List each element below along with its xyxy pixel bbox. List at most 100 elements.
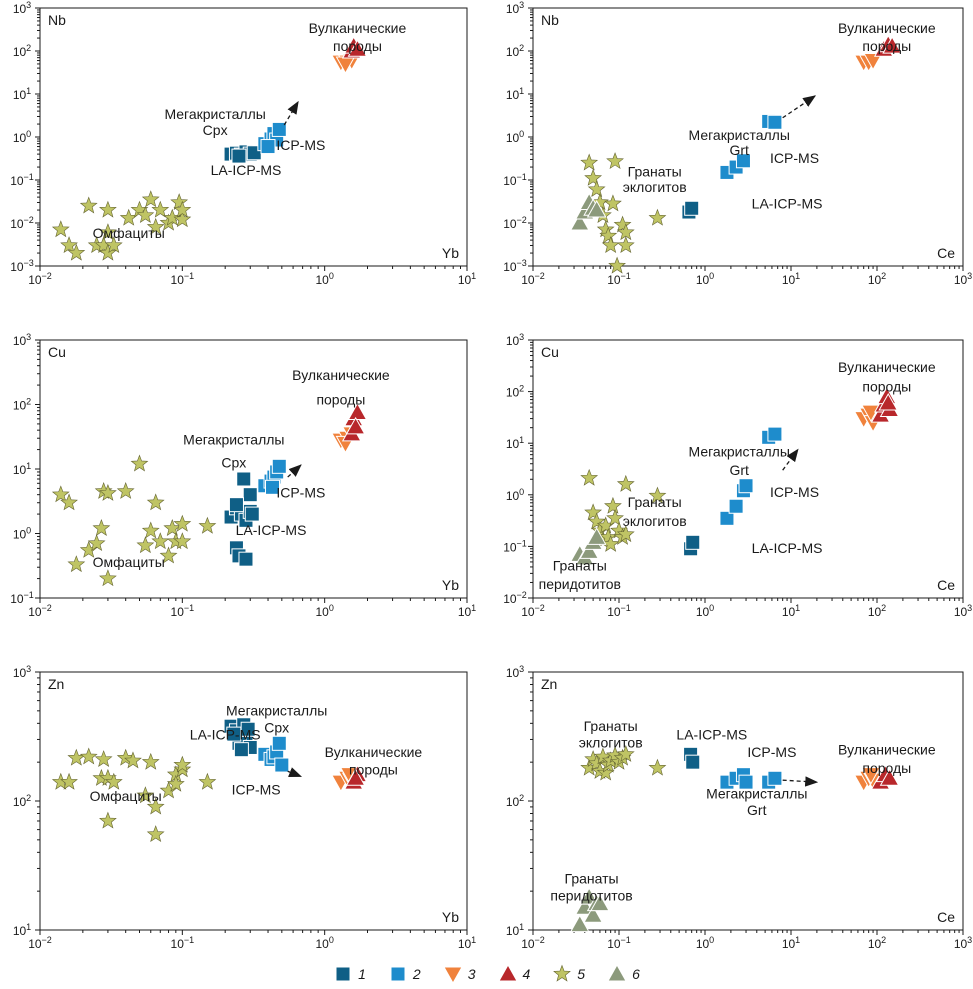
y-tick-label: 101 bbox=[13, 922, 31, 938]
data-point-group-5 bbox=[166, 774, 185, 792]
x-tick-label: 101 bbox=[782, 603, 800, 619]
annotation-label: Grt bbox=[747, 802, 767, 818]
data-point-group-1 bbox=[684, 200, 700, 216]
y-tick-label: 100 bbox=[13, 129, 31, 145]
annotation-label: Вулканические bbox=[838, 741, 936, 757]
legend-label: 3 bbox=[467, 966, 476, 982]
trend-arrow bbox=[287, 767, 303, 778]
annotation-label: Cpx bbox=[221, 455, 246, 471]
legend-marker-3 bbox=[442, 966, 463, 984]
data-point-group-1 bbox=[242, 487, 258, 503]
data-point-group-5 bbox=[51, 220, 70, 238]
data-point-group-5 bbox=[67, 555, 86, 573]
annotation-label: породы bbox=[333, 38, 382, 54]
data-point-group-5 bbox=[616, 744, 635, 762]
data-point-group-1 bbox=[228, 497, 244, 513]
data-point-group-5 bbox=[599, 226, 618, 244]
data-point-group-5 bbox=[198, 772, 217, 790]
annotation-label: Мегакристаллы bbox=[226, 703, 327, 719]
annotation-label: LA-ICP-MS bbox=[676, 726, 747, 742]
panel-nb-ce: 10−2 10−1 100 101 102 10310−310−210−110010110… bbox=[503, 0, 972, 287]
legend: 1 2 3 4 5 6 bbox=[0, 962, 973, 986]
x-tick-label: 10−1 bbox=[171, 271, 195, 287]
axis-variable-label: Yb bbox=[442, 909, 459, 925]
trend-arrow bbox=[782, 95, 817, 119]
data-point-group-5 bbox=[616, 236, 635, 254]
x-tick-label: 100 bbox=[696, 271, 714, 287]
data-point-group-6 bbox=[590, 893, 610, 912]
data-point-group-5 bbox=[99, 243, 117, 261]
data-point-group-5 bbox=[604, 194, 622, 212]
axis-variable-label: Ce bbox=[937, 577, 955, 593]
annotation-label: Вулканические bbox=[838, 20, 936, 36]
annotation-label: ICP-MS bbox=[276, 137, 325, 153]
data-point-group-1 bbox=[685, 534, 701, 550]
data-point-group-5 bbox=[151, 532, 170, 550]
data-point-group-5 bbox=[141, 521, 160, 539]
annotation-label: породы bbox=[862, 38, 911, 54]
annotation-label: породы bbox=[349, 762, 398, 778]
x-tick-label: 10−2 bbox=[28, 935, 52, 951]
data-point-group-2 bbox=[767, 426, 783, 442]
legend-label: 5 bbox=[577, 966, 586, 982]
data-point-group-3 bbox=[863, 53, 883, 71]
annotation-label: Гранаты bbox=[565, 870, 619, 886]
annotation-label: ICP-MS bbox=[747, 744, 796, 760]
x-tick-label: 100 bbox=[315, 935, 333, 951]
data-point-group-5 bbox=[159, 546, 178, 564]
data-point-group-5 bbox=[173, 755, 192, 773]
element-label: Nb bbox=[541, 12, 559, 28]
annotation-label: LA-ICP-MS bbox=[752, 195, 823, 211]
element-label: Zn bbox=[48, 676, 64, 692]
data-point-group-1 bbox=[685, 754, 701, 770]
x-tick-label: 103 bbox=[954, 271, 972, 287]
legend-marker-2 bbox=[390, 966, 406, 982]
data-point-group-5 bbox=[94, 750, 113, 767]
x-tick-label: 103 bbox=[954, 935, 972, 951]
y-tick-label: 101 bbox=[506, 435, 524, 451]
data-point-group-5 bbox=[608, 256, 626, 274]
trend-arrow bbox=[782, 448, 799, 471]
legend-item-5: 5 bbox=[552, 964, 585, 984]
data-point-group-2 bbox=[264, 479, 280, 495]
x-tick-label: 101 bbox=[458, 935, 476, 951]
y-tick-label: 101 bbox=[506, 922, 524, 938]
legend-symbol-5 bbox=[553, 964, 572, 982]
trend-arrow bbox=[287, 464, 302, 478]
data-point-group-5 bbox=[173, 200, 192, 218]
data-point-group-2 bbox=[728, 498, 744, 514]
legend-marker-4 bbox=[497, 964, 518, 982]
data-point-group-5 bbox=[587, 180, 606, 198]
data-point-group-5 bbox=[198, 516, 217, 534]
x-tick-label: 102 bbox=[868, 935, 886, 951]
x-tick-label: 10−2 bbox=[521, 271, 545, 287]
data-point-group-3 bbox=[861, 767, 881, 785]
y-tick-label: 101 bbox=[506, 86, 524, 102]
annotation-label: Вулканические bbox=[325, 744, 423, 760]
panel-zn-yb: 10−2 10−1 100 101 101 102 103 Zn Yb Мегакристаллы… bbox=[13, 664, 476, 951]
annotation-label: Гранаты bbox=[628, 164, 682, 180]
data-point-group-5 bbox=[173, 514, 192, 532]
annotation-label: Вулканические bbox=[292, 367, 390, 383]
trend-arrow bbox=[782, 776, 819, 787]
annotation-label: Cpx bbox=[203, 122, 228, 138]
annotation-label: перидотитов bbox=[539, 576, 621, 592]
data-point-group-5 bbox=[580, 468, 599, 486]
element-label: Nb bbox=[48, 12, 66, 28]
data-point-group-2 bbox=[271, 735, 287, 751]
y-tick-label: 100 bbox=[506, 487, 524, 503]
y-tick-label: 102 bbox=[506, 384, 524, 400]
x-tick-label: 10−2 bbox=[521, 603, 545, 619]
data-point-group-5 bbox=[60, 236, 78, 254]
y-tick-label: 102 bbox=[13, 43, 31, 59]
annotation-label: породы bbox=[316, 392, 365, 408]
data-point-group-3 bbox=[861, 404, 881, 423]
data-point-group-6 bbox=[586, 527, 607, 545]
data-point-group-5 bbox=[99, 223, 117, 241]
data-point-group-5 bbox=[136, 536, 155, 554]
data-point-group-2 bbox=[735, 153, 751, 169]
panel-nb-yb: 10−2 10−1 100 10110−310−210−1100101102103Nb… bbox=[10, 0, 476, 287]
legend-marker-1 bbox=[335, 966, 351, 982]
data-point-group-5 bbox=[146, 825, 165, 843]
